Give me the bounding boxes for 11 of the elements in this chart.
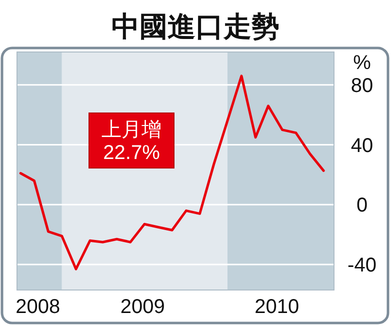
x-tick-label: 2010	[254, 296, 300, 318]
y-tick-label: 0	[356, 194, 368, 217]
annotation: 上月增 22.7%	[102, 119, 162, 164]
y-tick-label: 40	[350, 134, 374, 157]
y-tick-label: 80	[350, 74, 374, 97]
chart-title: 中國進口走勢	[112, 11, 280, 42]
y-tick-label: -40	[348, 254, 376, 277]
annotation: 上月增 22.7%	[88, 112, 174, 168]
x-tick-label: 2008	[16, 296, 60, 318]
x-tick-label: 2009	[120, 296, 165, 318]
y-axis-title: %	[353, 52, 372, 74]
